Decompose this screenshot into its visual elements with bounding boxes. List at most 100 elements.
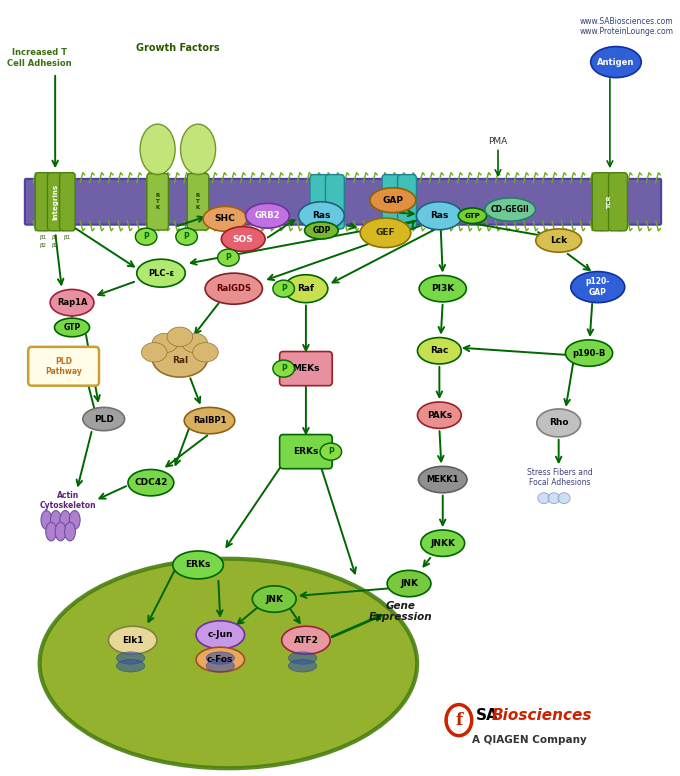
Text: RalGDS: RalGDS — [216, 284, 252, 293]
FancyBboxPatch shape — [398, 175, 416, 229]
Text: GRB2: GRB2 — [255, 211, 280, 220]
Text: β1: β1 — [52, 234, 58, 240]
Text: Rac: Rac — [430, 346, 449, 355]
Text: GDP: GDP — [312, 226, 330, 235]
Ellipse shape — [41, 511, 52, 529]
Ellipse shape — [538, 493, 550, 504]
Text: c-Fos: c-Fos — [207, 655, 233, 664]
FancyBboxPatch shape — [279, 435, 333, 469]
Ellipse shape — [299, 202, 344, 230]
Text: Elk1: Elk1 — [122, 636, 143, 645]
Ellipse shape — [50, 511, 61, 529]
FancyBboxPatch shape — [35, 172, 51, 231]
Ellipse shape — [176, 228, 197, 245]
Ellipse shape — [65, 522, 75, 541]
Text: R
T
K: R T K — [196, 193, 200, 210]
Ellipse shape — [418, 338, 461, 364]
Ellipse shape — [54, 318, 90, 337]
Text: β2: β2 — [52, 242, 58, 248]
FancyBboxPatch shape — [6, 0, 680, 776]
Text: Gene
Expression: Gene Expression — [369, 601, 432, 622]
Ellipse shape — [387, 570, 431, 597]
FancyBboxPatch shape — [147, 174, 169, 230]
FancyBboxPatch shape — [310, 175, 329, 229]
Ellipse shape — [218, 249, 239, 266]
Ellipse shape — [196, 621, 245, 649]
Ellipse shape — [221, 227, 265, 251]
FancyBboxPatch shape — [25, 178, 661, 224]
Ellipse shape — [273, 360, 294, 377]
Text: Increased T
Cell Adhesion: Increased T Cell Adhesion — [7, 48, 72, 68]
Ellipse shape — [485, 198, 535, 221]
Ellipse shape — [284, 275, 328, 303]
Ellipse shape — [571, 272, 625, 303]
Text: P: P — [328, 447, 334, 456]
Text: Raf: Raf — [297, 284, 314, 293]
Ellipse shape — [140, 124, 175, 175]
Text: GTP: GTP — [464, 213, 480, 219]
Ellipse shape — [305, 222, 338, 239]
Ellipse shape — [152, 333, 178, 352]
Text: Integrins: Integrins — [52, 184, 58, 220]
Text: Biosciences: Biosciences — [491, 708, 592, 723]
Text: ATF2: ATF2 — [294, 636, 318, 645]
Ellipse shape — [558, 493, 570, 504]
Text: β1: β1 — [64, 234, 71, 240]
FancyBboxPatch shape — [609, 172, 628, 231]
Text: Ral: Ral — [172, 356, 188, 365]
FancyBboxPatch shape — [48, 172, 63, 231]
Text: MEKK1: MEKK1 — [426, 475, 459, 484]
FancyBboxPatch shape — [382, 175, 401, 229]
Text: JNK: JNK — [265, 594, 284, 604]
Text: Rap1A: Rap1A — [56, 298, 87, 307]
Ellipse shape — [370, 188, 415, 213]
Ellipse shape — [135, 228, 157, 245]
Ellipse shape — [418, 402, 461, 428]
Text: p190-B: p190-B — [573, 348, 606, 358]
Text: P: P — [281, 284, 286, 293]
Text: Actin
Cytoskeleton: Actin Cytoskeleton — [39, 491, 97, 511]
Text: GEF: GEF — [375, 228, 395, 237]
Text: Lck: Lck — [550, 236, 567, 245]
Text: P: P — [226, 253, 231, 262]
Ellipse shape — [288, 660, 317, 672]
Ellipse shape — [50, 289, 94, 316]
FancyBboxPatch shape — [28, 347, 99, 386]
Ellipse shape — [173, 551, 223, 579]
Ellipse shape — [196, 647, 245, 672]
Ellipse shape — [282, 626, 330, 654]
Text: ERKs: ERKs — [186, 560, 211, 570]
Ellipse shape — [141, 343, 167, 362]
Text: c-Jun: c-Jun — [207, 630, 233, 639]
Ellipse shape — [116, 660, 145, 672]
Text: PLD
Pathway: PLD Pathway — [45, 357, 82, 376]
Text: CDC42: CDC42 — [134, 478, 167, 487]
Ellipse shape — [421, 530, 464, 556]
Ellipse shape — [180, 124, 216, 175]
Text: SA: SA — [476, 708, 498, 723]
Ellipse shape — [69, 511, 80, 529]
FancyBboxPatch shape — [187, 174, 209, 230]
Ellipse shape — [418, 466, 467, 493]
Text: PMA: PMA — [488, 137, 508, 146]
Ellipse shape — [360, 218, 411, 248]
Ellipse shape — [273, 280, 294, 297]
Ellipse shape — [419, 275, 466, 302]
Text: JNKK: JNKK — [430, 539, 455, 548]
Text: GAP: GAP — [382, 196, 403, 205]
Text: MEKs: MEKs — [292, 364, 320, 373]
Ellipse shape — [416, 202, 462, 230]
Text: Rho: Rho — [549, 418, 568, 428]
Ellipse shape — [548, 493, 560, 504]
Text: R
T
K: R T K — [156, 193, 160, 210]
Ellipse shape — [288, 652, 317, 664]
Ellipse shape — [137, 259, 185, 287]
Text: β1: β1 — [39, 234, 46, 240]
Ellipse shape — [60, 511, 71, 529]
Text: PAKs: PAKs — [427, 411, 452, 420]
Text: ERKs: ERKs — [293, 447, 319, 456]
FancyBboxPatch shape — [279, 352, 333, 386]
Ellipse shape — [116, 652, 145, 664]
Ellipse shape — [537, 409, 581, 437]
Text: A QIAGEN Company: A QIAGEN Company — [473, 736, 587, 745]
